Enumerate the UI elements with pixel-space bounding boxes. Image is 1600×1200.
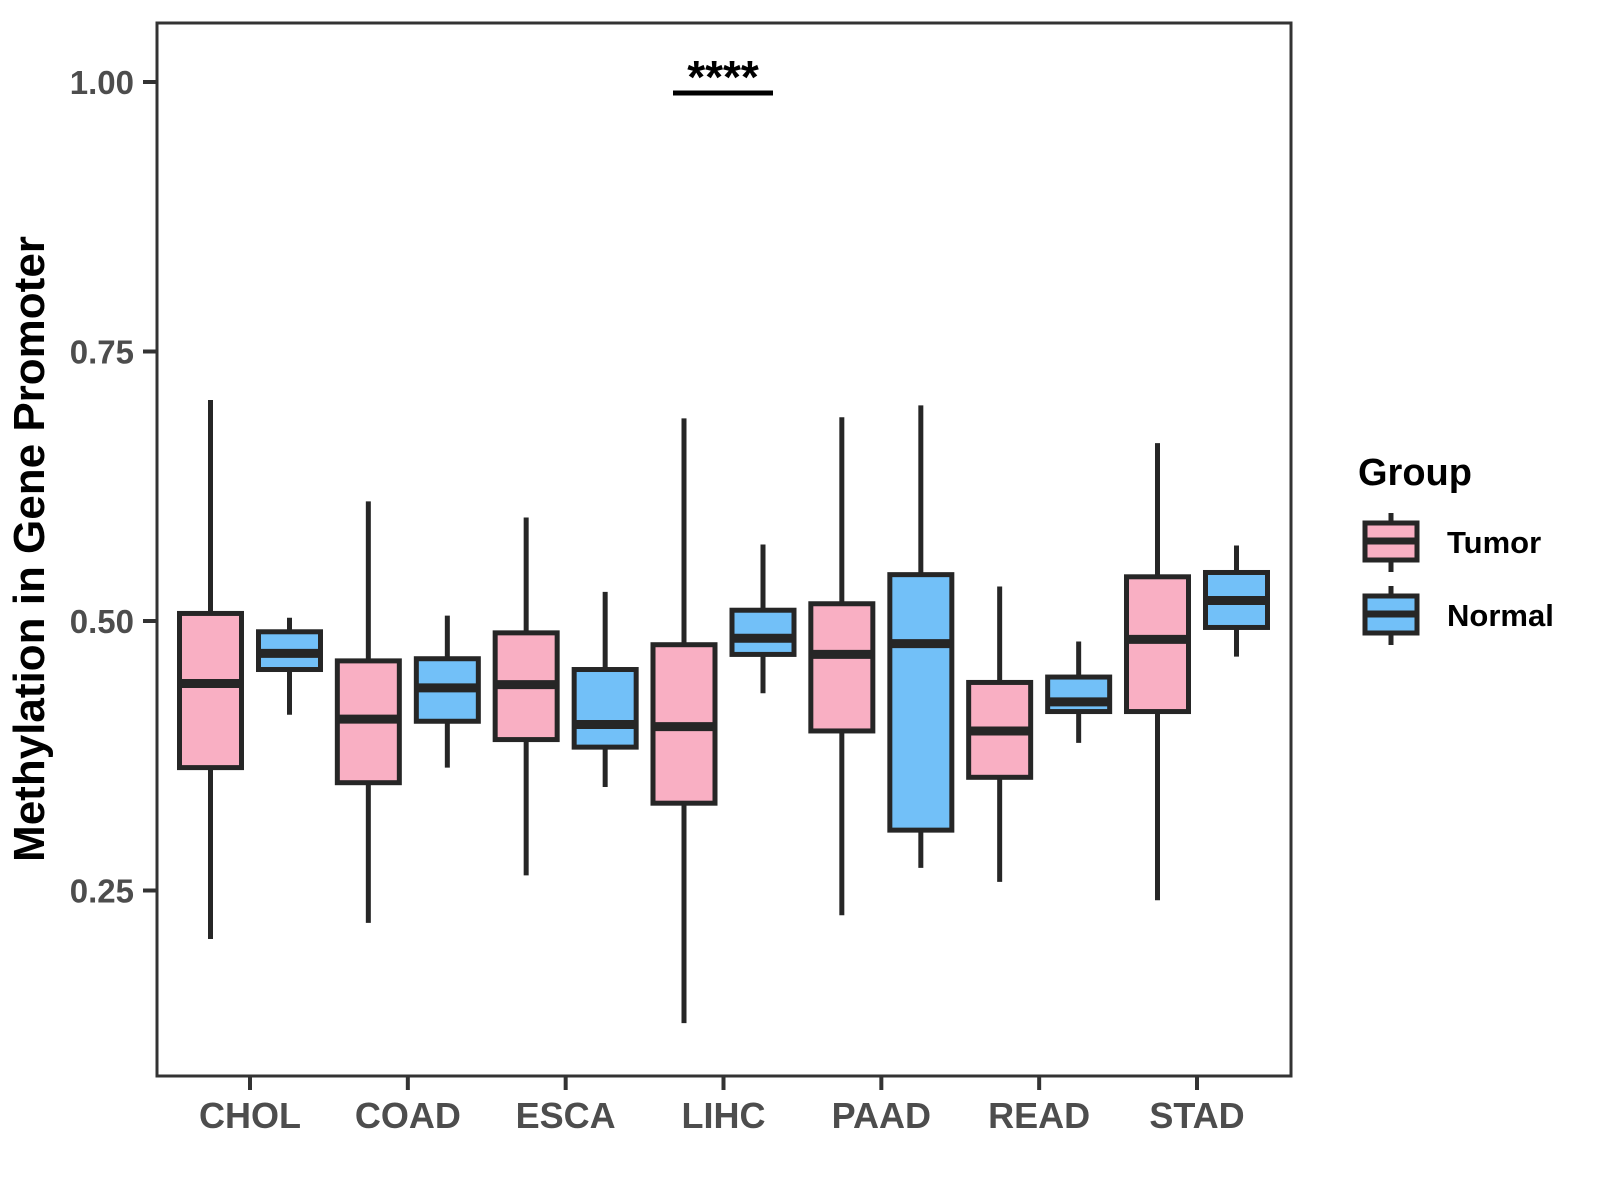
legend-key-tumor: Tumor <box>1362 513 1541 572</box>
box-normal-esca <box>571 591 639 788</box>
boxes-layer <box>177 400 1270 1024</box>
iqr-box <box>571 667 639 750</box>
y-tick-label: 0.75 <box>70 334 134 371</box>
legend-title: Group <box>1358 452 1472 494</box>
x-tick-label-paad: PAAD <box>832 1095 931 1136</box>
x-tick-label-lihc: LIHC <box>681 1095 765 1136</box>
legend-normal-label: Normal <box>1447 598 1554 633</box>
plot-panel-border <box>155 21 1293 1078</box>
box-normal-read <box>1045 641 1113 743</box>
box-tumor-esca <box>492 517 560 876</box>
box-normal-stad <box>1202 545 1270 657</box>
x-tick-label-esca: ESCA <box>516 1095 616 1136</box>
iqr-box <box>887 572 955 833</box>
y-tick-label: 0.25 <box>70 873 134 910</box>
axes-layer: 1.00 0.75 0.50 0.25 CHOL COAD ESCA LIHC PAAD READ… <box>70 64 1245 1136</box>
legend-key-normal: Normal <box>1362 586 1554 645</box>
box-tumor-chol <box>177 400 244 940</box>
x-tick-label-chol: CHOL <box>199 1095 301 1136</box>
box-tumor-coad <box>334 501 402 923</box>
box-normal-paad <box>887 405 955 868</box>
box-tumor-paad <box>808 417 876 916</box>
box-normal-chol <box>256 617 323 715</box>
box-normal-coad <box>413 615 481 768</box>
x-tick-label-coad: COAD <box>355 1095 461 1136</box>
x-tick-label-stad: STAD <box>1149 1095 1244 1136</box>
iqr-box <box>1045 674 1113 715</box>
iqr-box <box>1123 574 1191 715</box>
box-normal-lihc <box>729 544 797 694</box>
y-axis-title: Methylation in Gene Promoter <box>5 236 54 862</box>
legend: Group Tumor Normal <box>1358 452 1554 645</box>
y-tick-label: 0.50 <box>70 603 134 640</box>
significance-annotation: **** <box>673 51 773 103</box>
box-tumor-lihc <box>650 418 718 1024</box>
iqr-box <box>177 610 244 771</box>
x-tick-label-read: READ <box>988 1095 1090 1136</box>
box-tumor-read <box>966 586 1034 882</box>
legend-tumor-label: Tumor <box>1447 525 1541 560</box>
significance-stars: **** <box>687 51 759 103</box>
y-tick-label: 1.00 <box>70 64 134 101</box>
iqr-box <box>729 607 797 657</box>
iqr-box <box>808 601 876 734</box>
box-tumor-stad <box>1123 443 1191 901</box>
